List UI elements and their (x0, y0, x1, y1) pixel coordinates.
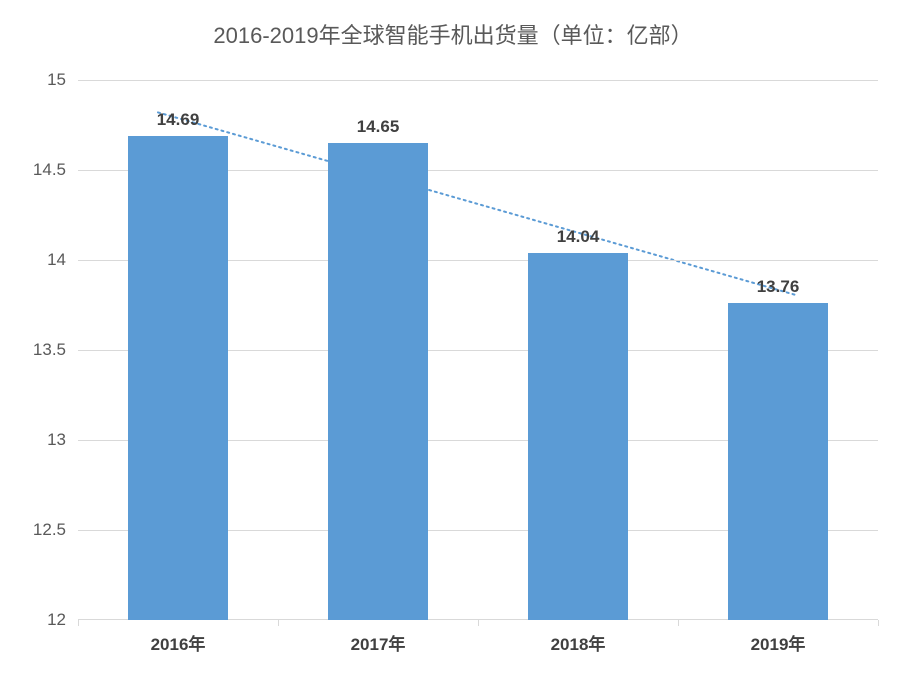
y-axis-label: 14.5 (33, 160, 66, 180)
bar-value-label: 14.69 (157, 110, 200, 130)
x-tick (878, 620, 879, 626)
x-tick (478, 620, 479, 626)
x-axis-label: 2016年 (151, 630, 206, 655)
y-axis-label: 13 (47, 430, 66, 450)
bar-value-label: 14.65 (357, 117, 400, 137)
x-axis-label: 2019年 (751, 630, 806, 655)
bar-value-label: 13.76 (757, 277, 800, 297)
bar (328, 143, 428, 620)
bar-value-label: 14.04 (557, 227, 600, 247)
chart-title: 2016-2019年全球智能手机出货量（单位：亿部） (0, 18, 906, 50)
chart-container: 2016-2019年全球智能手机出货量（单位：亿部） 1212.51313.51… (0, 0, 906, 684)
x-axis-label: 2018年 (551, 630, 606, 655)
x-axis-label: 2017年 (351, 630, 406, 655)
bar (728, 303, 828, 620)
y-axis-label: 12.5 (33, 520, 66, 540)
bar (528, 253, 628, 620)
gridline (78, 80, 878, 81)
y-axis-label: 12 (47, 610, 66, 630)
bar (128, 136, 228, 620)
y-axis-label: 13.5 (33, 340, 66, 360)
x-tick (678, 620, 679, 626)
y-axis-label: 14 (47, 250, 66, 270)
x-tick (78, 620, 79, 626)
plot-area: 1212.51313.51414.51514.692016年14.652017年… (78, 80, 878, 620)
y-axis-label: 15 (47, 70, 66, 90)
x-tick (278, 620, 279, 626)
